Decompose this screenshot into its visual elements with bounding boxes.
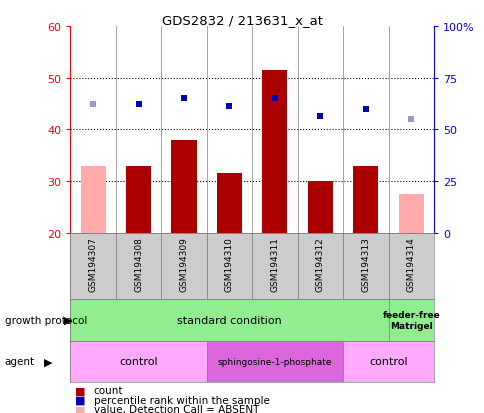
Text: growth protocol: growth protocol — [5, 315, 87, 325]
Text: agent: agent — [5, 356, 35, 366]
Text: GSM194310: GSM194310 — [225, 237, 233, 292]
Text: ▶: ▶ — [44, 356, 52, 366]
Bar — [342, 233, 388, 299]
Text: GSM194307: GSM194307 — [89, 237, 97, 292]
Bar — [70, 299, 388, 341]
Bar — [206, 233, 252, 299]
Text: standard condition: standard condition — [177, 315, 281, 325]
Text: feeder-free
Matrigel: feeder-free Matrigel — [382, 311, 439, 330]
Text: GSM194308: GSM194308 — [134, 237, 143, 292]
Text: ▶: ▶ — [64, 315, 73, 325]
Bar — [353, 166, 378, 233]
Bar — [80, 166, 106, 233]
Text: ■: ■ — [75, 404, 86, 413]
Text: GSM194311: GSM194311 — [270, 237, 279, 292]
Bar — [116, 233, 161, 299]
Text: GSM194314: GSM194314 — [406, 237, 415, 291]
Bar — [70, 341, 206, 382]
Text: count: count — [93, 385, 123, 395]
Text: percentile rank within the sample: percentile rank within the sample — [93, 395, 269, 405]
Bar — [126, 166, 151, 233]
Bar — [398, 195, 423, 233]
Bar — [297, 233, 342, 299]
Text: sphingosine-1-phosphate: sphingosine-1-phosphate — [217, 357, 332, 366]
Bar — [342, 341, 433, 382]
Text: ■: ■ — [75, 395, 86, 405]
Text: GDS2832 / 213631_x_at: GDS2832 / 213631_x_at — [162, 14, 322, 27]
Text: GSM194309: GSM194309 — [179, 237, 188, 292]
Text: ■: ■ — [75, 385, 86, 395]
Bar — [388, 299, 433, 341]
Text: GSM194312: GSM194312 — [315, 237, 324, 291]
Bar — [171, 140, 196, 233]
Bar — [262, 71, 287, 233]
Bar — [307, 182, 332, 233]
Bar — [252, 233, 297, 299]
Text: control: control — [119, 356, 157, 366]
Text: value, Detection Call = ABSENT: value, Detection Call = ABSENT — [93, 404, 258, 413]
Bar — [388, 233, 433, 299]
Text: GSM194313: GSM194313 — [361, 237, 370, 292]
Bar — [206, 341, 342, 382]
Bar — [161, 233, 206, 299]
Bar — [216, 174, 242, 233]
Bar — [70, 233, 116, 299]
Text: control: control — [368, 356, 407, 366]
